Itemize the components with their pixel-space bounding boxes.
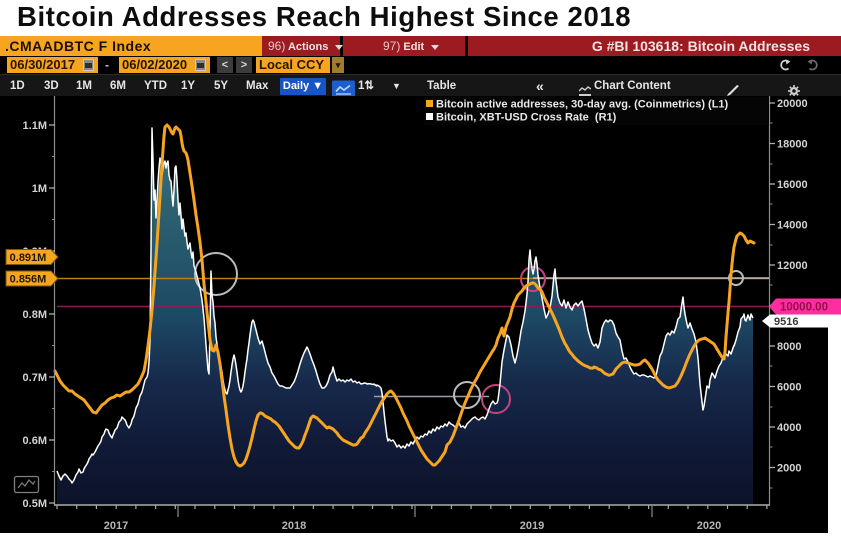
svg-text:0.891M: 0.891M — [10, 252, 47, 264]
svg-text:10000.00: 10000.00 — [780, 302, 828, 314]
svg-text:4000: 4000 — [777, 422, 801, 434]
svg-text:2000: 2000 — [777, 463, 801, 475]
svg-text:0.856M: 0.856M — [10, 274, 47, 286]
svg-text:16000: 16000 — [777, 179, 808, 191]
svg-text:1M: 1M — [32, 183, 47, 195]
svg-text:1.1M: 1.1M — [23, 120, 47, 132]
svg-text:9516: 9516 — [774, 316, 798, 328]
svg-text:6000: 6000 — [777, 382, 801, 394]
svg-text:2019: 2019 — [520, 520, 544, 532]
svg-text:18000: 18000 — [777, 139, 808, 151]
svg-text:12000: 12000 — [777, 260, 808, 272]
svg-text:0.8M: 0.8M — [23, 309, 47, 321]
svg-text:2020: 2020 — [697, 520, 721, 532]
svg-text:2018: 2018 — [282, 520, 306, 532]
svg-text:2017: 2017 — [104, 520, 128, 532]
svg-text:14000: 14000 — [777, 220, 808, 232]
svg-text:0.7M: 0.7M — [23, 372, 47, 384]
svg-text:0.5M: 0.5M — [23, 498, 47, 510]
svg-text:0.6M: 0.6M — [23, 435, 47, 447]
svg-text:Bitcoin, XBT-USD Cross Rate (: Bitcoin, XBT-USD Cross Rate (R1) — [436, 112, 617, 124]
svg-text:8000: 8000 — [777, 341, 801, 353]
svg-text:Bitcoin active addresses, 30-d: Bitcoin active addresses, 30-day avg. (C… — [436, 99, 729, 111]
svg-text:20000: 20000 — [777, 98, 808, 110]
